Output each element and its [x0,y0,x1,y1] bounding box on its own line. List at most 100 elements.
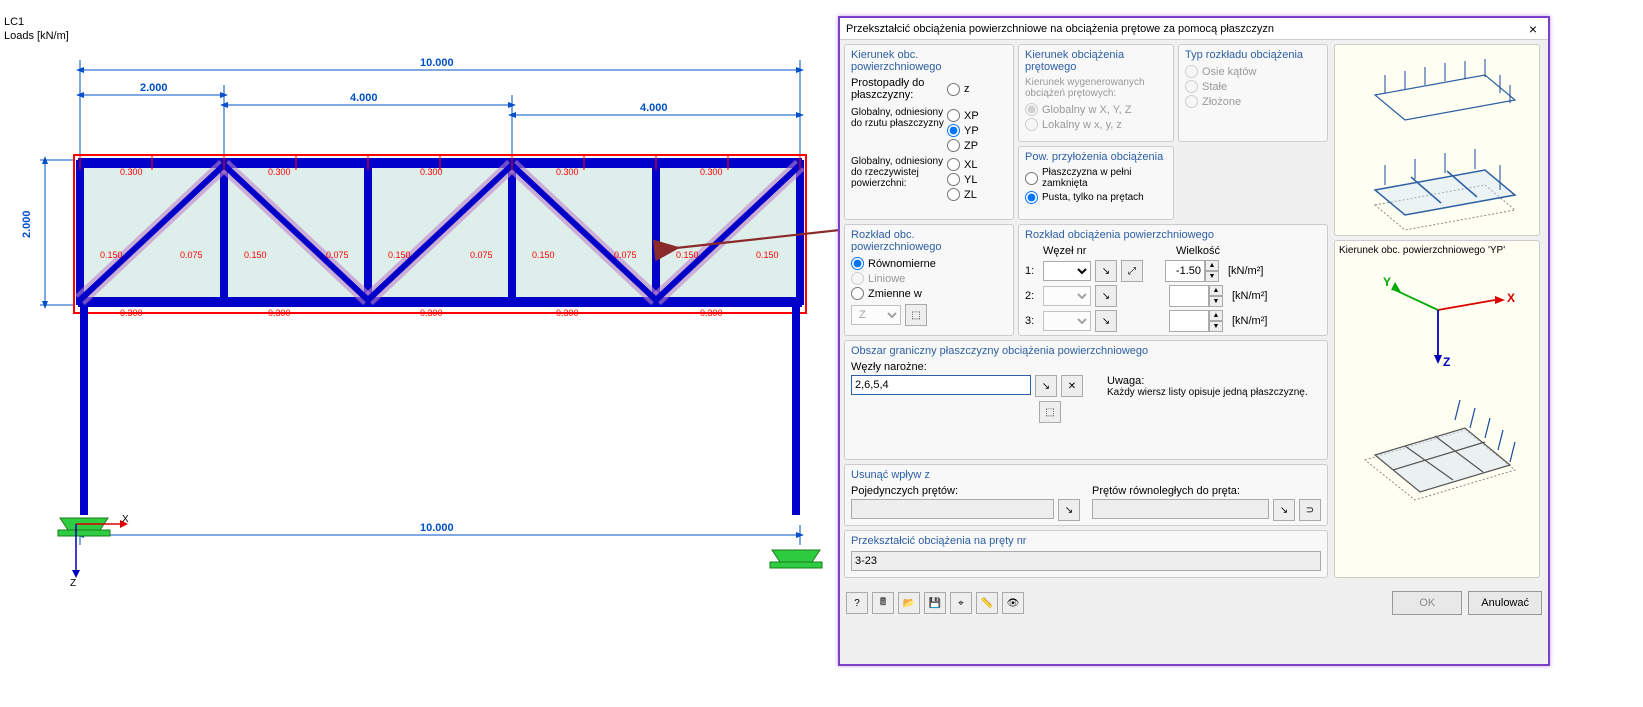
svg-text:Z: Z [1443,355,1450,369]
global-proj-label: Globalny, odniesiony do rzutu płaszczyzn… [851,107,947,154]
dim-mid: 4.000 [350,92,378,104]
load-row-2: 2: ↘ ▲▼ [kN/m²] [1025,285,1321,307]
folder-icon[interactable]: 📂 [898,592,920,614]
radio-zl[interactable]: ZL [947,188,977,201]
dim-right: 4.000 [640,102,668,114]
dialog-titlebar: Przekształcić obciążenia powierzchniowe … [840,18,1548,40]
radio-local-xyz: Lokalny w x, y, z [1025,118,1167,131]
preview-iso [1334,44,1540,236]
svg-text:Z: Z [70,578,76,589]
mag-1[interactable]: ▲▼ [1165,260,1220,282]
radio-xl[interactable]: XL [947,158,977,171]
radio-yl[interactable]: YL [947,173,977,186]
global-true-label: Globalny, odniesiony do rzeczywistej pow… [851,156,947,203]
radio-linear: Liniowe [851,272,1007,285]
perp-label: Prostopadły do płaszczyzny: [851,77,947,101]
radio-z[interactable]: z [947,79,970,99]
dim-bottom: 10.000 [420,522,454,534]
radio-variable[interactable]: Zmienne w [851,287,1007,300]
pick-parallel-btn[interactable]: ↘ [1273,499,1295,521]
help-icon[interactable]: ? [846,592,868,614]
radio-complex: Złożone [1185,95,1321,108]
group-surface-load-dir: Kierunek obc. powierzchniowego Prostopad… [844,44,1014,220]
group-convert: Przekształcić obciążenia na pręty nr [844,530,1328,578]
svg-text:0.075: 0.075 [614,250,637,260]
group-member-load-dir: Kierunek obciążenia prętowego Kierunek w… [1018,44,1174,142]
group-app-area: Pow. przyłożenia obciążenia Płaszczyzna … [1018,146,1174,220]
svg-text:0.300: 0.300 [120,308,143,318]
load-row-3: 3: ↘ ▲▼ [kN/m²] [1025,310,1321,332]
svg-text:0.300: 0.300 [556,167,579,177]
group-remove: Usunąć wpływ z Pojedynczych prętów: ↘ Pr… [844,464,1328,526]
svg-text:0.150: 0.150 [532,250,555,260]
group-surf-dist: Rozkład obc. powierzchniowego Równomiern… [844,224,1014,336]
group-title: Kierunek obc. powierzchniowego [851,49,1007,73]
radio-const: Stałe [1185,80,1321,93]
pick-parallel-btn2[interactable]: ⊃ [1299,499,1321,521]
svg-text:0.300: 0.300 [268,167,291,177]
radio-zp[interactable]: ZP [947,139,979,152]
group-boundary: Obszar graniczny płaszczyzny obciążenia … [844,340,1328,460]
cancel-button[interactable]: Anulować [1468,591,1542,615]
svg-text:0.075: 0.075 [180,250,203,260]
radio-global-xyz: Globalny w X, Y, Z [1025,103,1167,116]
parallel-members-input [1092,499,1269,519]
node-sel-1[interactable] [1043,261,1091,281]
svg-text:X: X [1507,291,1515,305]
svg-text:0.075: 0.075 [470,250,493,260]
save-icon[interactable]: 💾 [924,592,946,614]
clear-corner-btn[interactable]: ✕ [1061,375,1083,397]
dim-top-total: 10.000 [420,57,454,69]
pick-single-btn[interactable]: ↘ [1058,499,1080,521]
svg-text:0.150: 0.150 [676,250,699,260]
svg-text:Y: Y [1383,275,1391,289]
pick-icon[interactable]: ⌖ [950,592,972,614]
radio-uniform[interactable]: Równomierne [851,257,1007,270]
group-load-dist: Rozkład obciążenia powierzchniowego Węze… [1018,224,1328,336]
svg-text:0.300: 0.300 [700,308,723,318]
node-sel-3 [1043,311,1091,331]
close-icon[interactable]: × [1524,21,1542,37]
dim-height: 2.000 [21,210,33,238]
extra-corner-btn[interactable]: ⬚ [1039,401,1061,423]
dialog-footer: ? 🖩 📂 💾 ⌖ 📏 👁 OK Anulować [846,588,1542,618]
convert-members-input [851,551,1321,571]
pick-btn[interactable]: ⬚ [905,304,927,326]
ok-button[interactable]: OK [1392,591,1462,615]
eye-icon[interactable]: 👁 [1002,592,1024,614]
single-members-input [851,499,1054,519]
pick-node-1b[interactable]: ⤢ [1121,260,1143,282]
group-dist-type: Typ rozkładu obciążenia Osie kątów Stałe… [1178,44,1328,142]
calc-icon[interactable]: 🖩 [872,592,894,614]
svg-text:0.300: 0.300 [556,308,579,318]
radio-angle: Osie kątów [1185,65,1321,78]
ruler-icon[interactable]: 📏 [976,592,998,614]
pick-node-1[interactable]: ↘ [1095,260,1117,282]
svg-text:0.300: 0.300 [700,167,723,177]
dim-left: 2.000 [140,82,168,94]
svg-text:0.075: 0.075 [326,250,349,260]
svg-text:X: X [122,514,129,525]
svg-text:0.150: 0.150 [244,250,267,260]
svg-text:0.150: 0.150 [100,250,123,260]
svg-text:0.150: 0.150 [388,250,411,260]
preview-yp: Kierunek obc. powierzchniowego 'YP' X Y … [1334,240,1540,578]
pick-corner-btn[interactable]: ↘ [1035,375,1057,397]
radio-xp[interactable]: XP [947,109,979,122]
radio-closed[interactable]: Płaszczyzna w pełni zamknięta [1025,167,1167,189]
load-row-1: 1: ↘ ⤢ ▲▼ [kN/m²] [1025,260,1321,282]
axis-select: Z [851,305,901,325]
convert-loads-dialog: Przekształcić obciążenia powierzchniowe … [838,16,1550,666]
mag-2: ▲▼ [1169,285,1224,307]
radio-yp[interactable]: YP [947,124,979,137]
corner-nodes-input[interactable] [851,375,1031,395]
truss-drawing: 10.000 2.000 4.000 4.000 2.000 10.000 [0,0,840,700]
svg-text:0.300: 0.300 [420,167,443,177]
pick-node-2[interactable]: ↘ [1095,285,1117,307]
svg-text:0.300: 0.300 [268,308,291,318]
pick-node-3[interactable]: ↘ [1095,310,1117,332]
svg-text:0.300: 0.300 [120,167,143,177]
radio-empty[interactable]: Pusta, tylko na prętach [1025,191,1167,204]
preview-yp-title: Kierunek obc. powierzchniowego 'YP' [1335,241,1539,260]
dialog-title: Przekształcić obciążenia powierzchniowe … [846,23,1274,35]
